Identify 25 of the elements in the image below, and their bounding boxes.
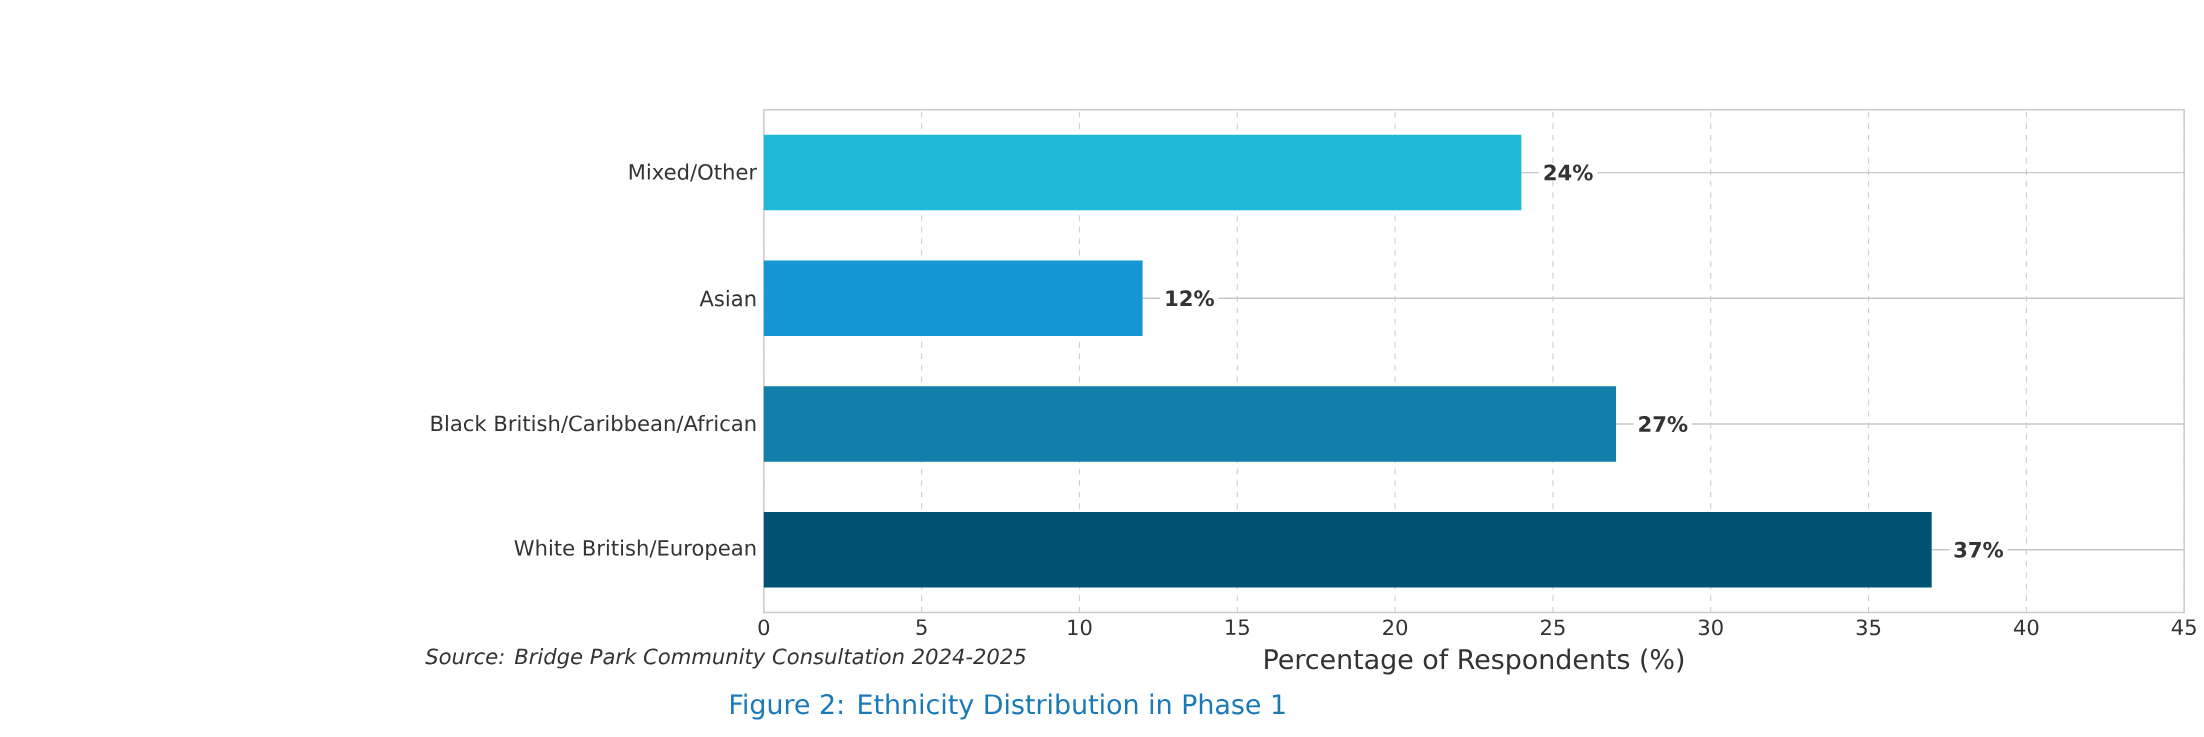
x-tick-label: 10 (1068, 619, 1092, 636)
data-label: 37% (1954, 541, 2004, 558)
x-tick-label: 5 (916, 619, 927, 636)
x-tick-label: 35 (1856, 619, 1881, 636)
y-tick-label: White British/European (514, 539, 756, 560)
x-tick-label: 30 (1698, 619, 1723, 636)
data-label: 24% (1544, 164, 1593, 181)
bar (763, 134, 1522, 211)
x-tick-label: 45 (2171, 619, 2196, 636)
x-tick-label: 40 (2013, 619, 2039, 636)
y-tick-label: Black British/Caribbean/African (431, 414, 756, 433)
x-tick-label: 15 (1226, 619, 1249, 636)
source-note: Source: Bridge Park Community Consultation 2024-2025 (425, 648, 1026, 669)
data-label: 12% (1166, 290, 1214, 307)
x-tick-label: 20 (1383, 619, 1408, 636)
bar (763, 386, 1617, 462)
y-tick-label: Mixed/Other (629, 163, 758, 182)
bar (763, 260, 1143, 336)
x-axis-title: Percentage of Respondents (%) (1265, 648, 1684, 675)
data-label: 27% (1639, 416, 1688, 432)
x-tick-label: 25 (1541, 619, 1565, 636)
x-tick-label: 0 (758, 619, 770, 636)
bar (763, 511, 1932, 588)
caption: Figure 2: Ethnicity Distribution in Phase 1 (731, 693, 1285, 720)
y-tick-label: Asian (699, 290, 756, 307)
